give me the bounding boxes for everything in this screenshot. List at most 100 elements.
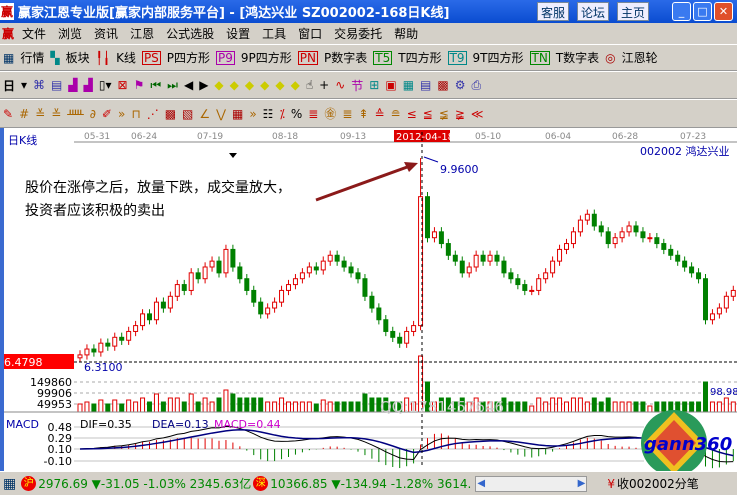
menu-tools[interactable]: 工具 (262, 27, 287, 41)
spiral-icon[interactable]: ∂ (89, 106, 96, 121)
menu-settings[interactable]: 设置 (226, 27, 251, 41)
tool-d-icon[interactable]: ≦ (422, 106, 433, 121)
crosshair-icon[interactable]: + (319, 78, 330, 92)
sh-index: 2976.69 ▼-31.05 -1.03% 2345.63亿 (38, 477, 252, 491)
last-icon[interactable]: ⏭ (167, 77, 178, 92)
line-icon[interactable]: ∿ (335, 78, 346, 92)
arrow-tool-icon[interactable]: ⇞ (358, 106, 369, 121)
first-icon[interactable]: ⏮ (150, 77, 162, 92)
box-icon[interactable]: ⊓ (131, 106, 141, 121)
candle (91, 348, 97, 353)
bar3-icon[interactable]: ▟ (68, 78, 78, 92)
fan-lines-icon[interactable]: ⋰ (146, 106, 159, 121)
calculator-icon[interactable]: ▦ (402, 78, 415, 92)
gann-fan-icon[interactable]: ≚ (35, 106, 46, 121)
volume-bar (543, 401, 549, 413)
grid-draw-icon[interactable]: ▦ (231, 106, 244, 121)
menu-info[interactable]: 资讯 (94, 27, 119, 41)
tool-c-icon[interactable]: ≤ (406, 106, 417, 121)
next-icon[interactable]: ▶ (199, 78, 209, 92)
section-icon[interactable]: 节 (351, 78, 364, 93)
service-button[interactable]: 客服 (537, 2, 570, 21)
forum-button[interactable]: 论坛 (577, 2, 610, 21)
macd-value: MACD=0.44 (214, 418, 281, 431)
save-icon[interactable]: ▩ (437, 78, 449, 92)
home-button[interactable]: 主页 (617, 2, 650, 21)
quote-button[interactable]: 行情 (20, 51, 45, 65)
report-icon[interactable]: ▤ (420, 78, 432, 92)
tool-b-icon[interactable]: ≘ (390, 106, 401, 121)
menu-browse[interactable]: 浏览 (58, 27, 83, 41)
maximize-button[interactable]: □ (693, 2, 712, 21)
more-icon[interactable]: » (117, 106, 126, 121)
note-icon[interactable]: ▤ (51, 78, 63, 92)
angle-icon[interactable]: ∠ (199, 106, 211, 121)
t-table-button[interactable]: T数字表 (555, 51, 600, 65)
diamond-h-icon[interactable]: ◆ (244, 78, 255, 92)
flag-icon[interactable]: ⚑ (133, 78, 145, 92)
menu-trade[interactable]: 交易委托 (334, 27, 383, 41)
gold-circle-icon[interactable]: ㊎ (324, 107, 337, 121)
menu-window[interactable]: 窗口 (298, 27, 323, 41)
status-scrollbar[interactable]: ◀ ▶ (475, 475, 588, 492)
candle (709, 313, 715, 321)
t-square-button[interactable]: T四方形 (398, 51, 442, 65)
9t-square-button[interactable]: 9T四方形 (472, 51, 524, 65)
diamond-v-icon[interactable]: ◆ (275, 78, 285, 92)
9p-square-button[interactable]: 9P四方形 (240, 51, 292, 65)
tool-f-icon[interactable]: ≩ (454, 106, 465, 121)
candle (411, 325, 417, 332)
chart-panel[interactable]: 05-31 06-24 07-19 08-18 09-13 2012-04-18 05-10… (0, 128, 737, 471)
more2-icon[interactable]: » (249, 106, 257, 121)
fork-icon[interactable]: ᚊ (67, 106, 84, 121)
pen-icon[interactable]: ✎ (3, 106, 14, 121)
chart-type-icon[interactable]: ⌘ (33, 78, 46, 92)
kline-chart[interactable]: 05-31 06-24 07-19 08-18 09-13 2012-04-18 05-10… (4, 128, 737, 471)
percent-lines-icon[interactable]: ≣ (308, 106, 319, 121)
tool-e-icon[interactable]: ≨ (438, 106, 449, 121)
diamond-x-icon[interactable]: ◆ (260, 78, 270, 92)
diamond-left-icon[interactable]: ◆ (214, 78, 224, 92)
hand-icon[interactable]: ☝ (305, 78, 314, 92)
draw-icon[interactable]: ⊠ (117, 78, 128, 92)
hash-icon[interactable]: # (19, 106, 30, 121)
print-icon[interactable]: ⎙ (471, 77, 482, 92)
eraser-icon[interactable]: ✐ (101, 106, 112, 121)
bar9-icon[interactable]: ▟ (83, 78, 93, 92)
gann-fan2-icon[interactable]: ≚ (51, 106, 62, 121)
dropdown-icon[interactable]: ▾ (21, 78, 28, 92)
box-grid-icon[interactable]: ▩ (164, 106, 177, 121)
tool-a-icon[interactable]: ≙ (374, 106, 385, 121)
percent-line-icon[interactable]: ⁒ (279, 106, 285, 121)
diamond-right-icon[interactable]: ◆ (229, 78, 239, 92)
tool-g-icon[interactable]: ≪ (470, 106, 484, 121)
kline-button[interactable]: K线 (116, 51, 136, 65)
gann-wheel-button[interactable]: 江恩轮 (621, 51, 658, 65)
tick-data-label[interactable]: 收002002分笔 (617, 477, 699, 491)
minimize-button[interactable]: _ (672, 2, 691, 21)
calendar-icon[interactable]: ▣ (385, 78, 397, 92)
candle (341, 260, 347, 268)
grid-icon[interactable]: ▦ (3, 475, 17, 492)
prev-icon[interactable]: ◀ (183, 78, 194, 92)
menu-formula[interactable]: 公式选股 (166, 27, 215, 41)
menu-file[interactable]: 文件 (22, 27, 47, 41)
percent-icon[interactable]: % (290, 106, 303, 121)
stats-icon[interactable]: ⊞ (369, 78, 380, 92)
ruler-icon[interactable]: ☷ (262, 106, 274, 121)
period-select[interactable]: 日 (3, 78, 16, 93)
block-button[interactable]: 板块 (65, 51, 90, 65)
candle-icon[interactable]: ▯▾ (98, 78, 112, 92)
candle (730, 289, 736, 297)
close-button[interactable]: ✕ (714, 2, 733, 21)
volume-bar (529, 405, 535, 413)
menu-gann[interactable]: 江恩 (130, 27, 155, 41)
settings-icon[interactable]: ⚙ (454, 78, 466, 92)
square-fan-icon[interactable]: ▧ (182, 106, 194, 121)
gold-lines-icon[interactable]: ≣ (342, 106, 353, 121)
p-square-button[interactable]: P四方形 (166, 51, 211, 65)
diamond-all-icon[interactable]: ◆ (290, 78, 300, 92)
wave-icon[interactable]: ⋁ (216, 106, 226, 121)
menu-help[interactable]: 帮助 (394, 27, 419, 41)
p-table-button[interactable]: P数字表 (324, 51, 368, 65)
